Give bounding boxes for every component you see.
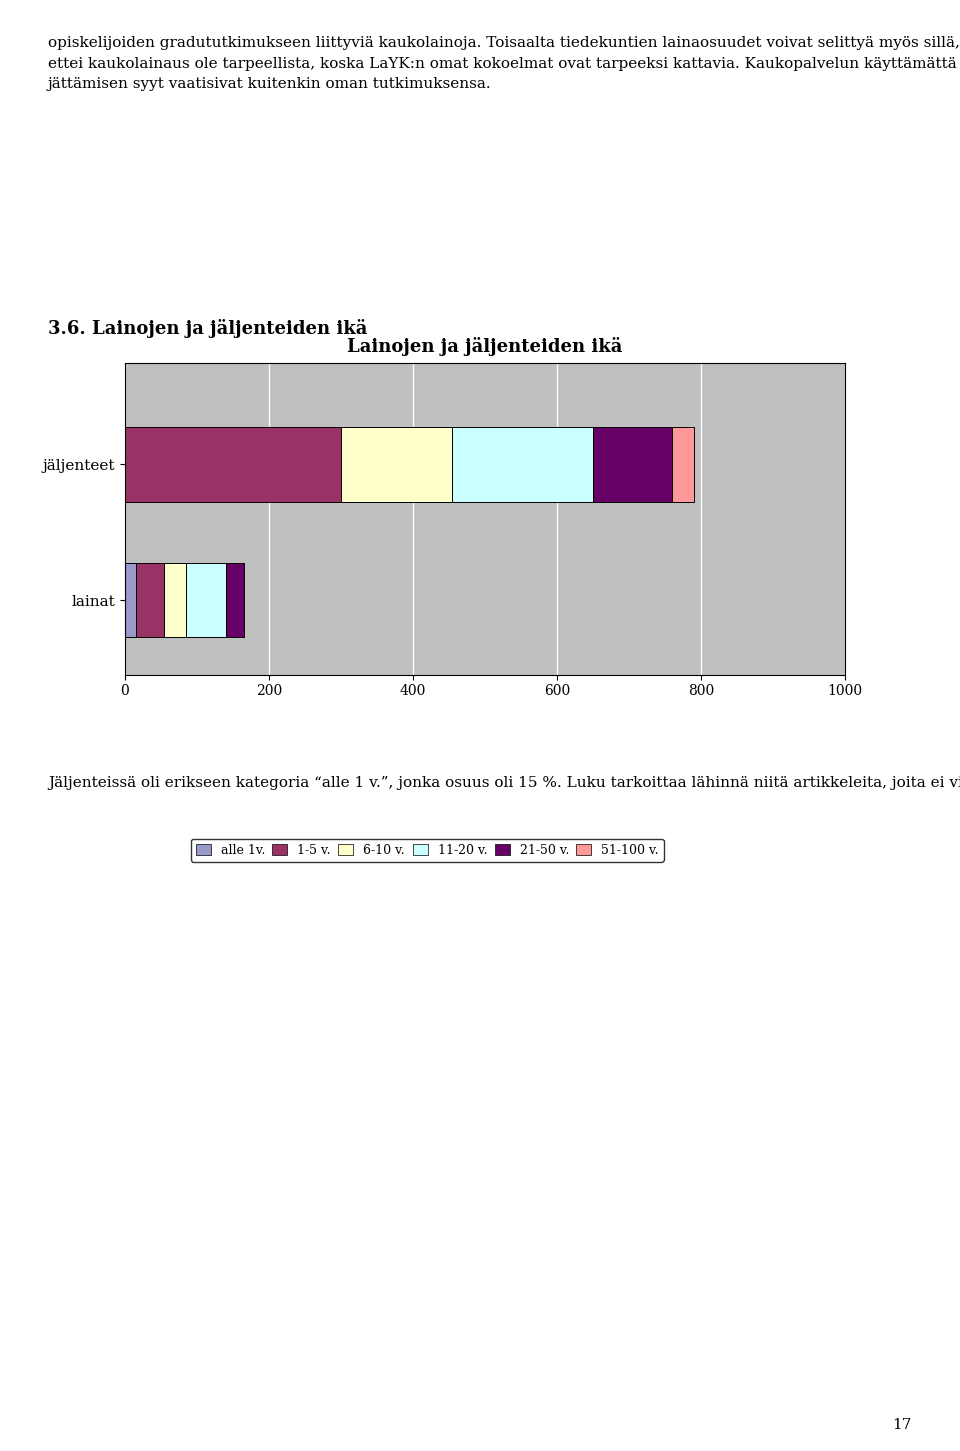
Bar: [226, 563, 244, 637]
Text: 3.6. Lainojen ja jäljenteiden ikä: 3.6. Lainojen ja jäljenteiden ikä: [48, 319, 368, 338]
Text: opiskelijoiden gradututkimukseen liittyviä kaukolainoja. Toisaalta tiedekuntien : opiskelijoiden gradututkimukseen liittyv…: [48, 36, 960, 91]
Bar: [135, 563, 164, 637]
Bar: [341, 427, 452, 502]
Bar: [186, 563, 226, 637]
Bar: [452, 427, 592, 502]
Title: Lainojen ja jäljenteiden ikä: Lainojen ja jäljenteiden ikä: [348, 337, 622, 355]
Bar: [164, 563, 186, 637]
Text: Jäljenteissä oli erikseen kategoria “alle 1 v.”, jonka osuus oli 15 %. Luku tark: Jäljenteissä oli erikseen kategoria “all…: [48, 776, 960, 791]
Legend: alle 1v., 1-5 v., 6-10 v., 11-20 v., 21-50 v., 51-100 v.: alle 1v., 1-5 v., 6-10 v., 11-20 v., 21-…: [190, 839, 664, 862]
Bar: [672, 427, 693, 502]
Bar: [125, 563, 135, 637]
Bar: [592, 427, 672, 502]
Text: 17: 17: [893, 1418, 912, 1432]
Bar: [125, 427, 341, 502]
